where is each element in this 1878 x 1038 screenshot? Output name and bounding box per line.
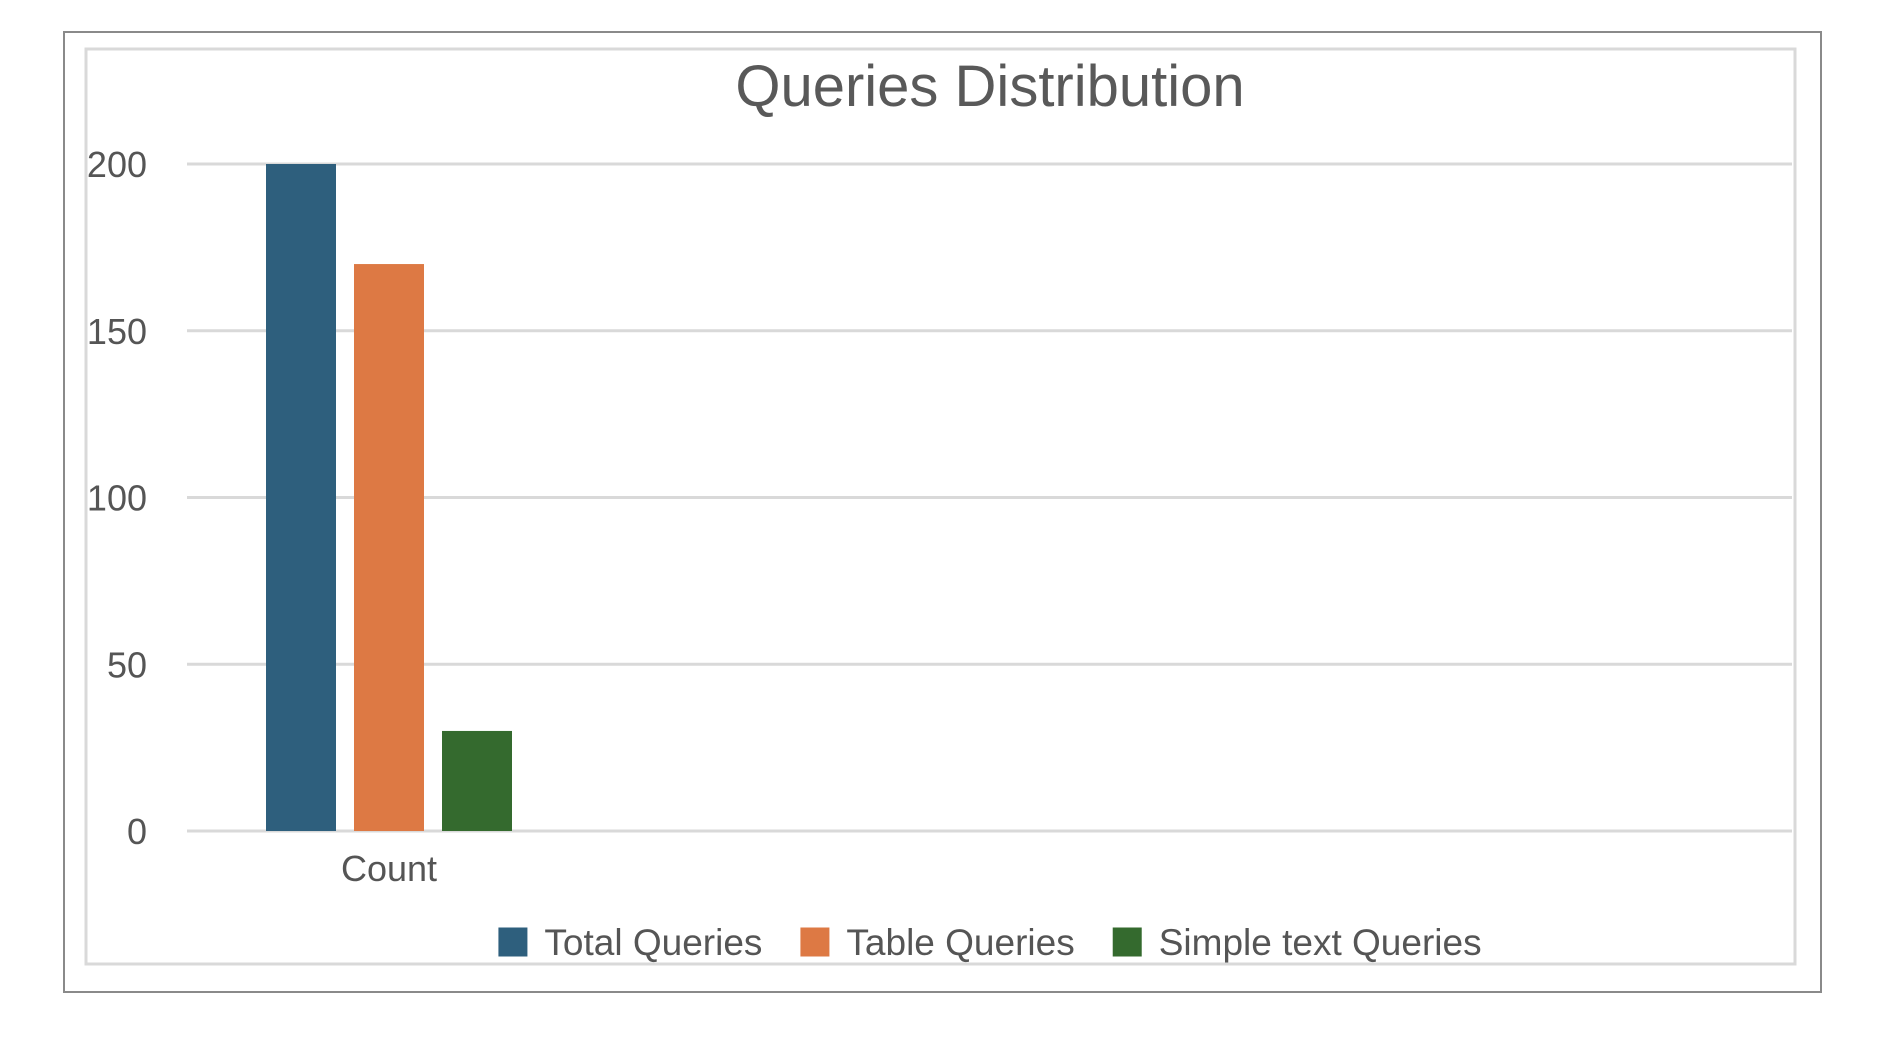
bar-table-queries <box>354 264 424 831</box>
legend-label: Simple text Queries <box>1159 922 1482 963</box>
bar-total-queries <box>266 164 336 831</box>
chart-title: Queries Distribution <box>735 54 1244 119</box>
legend: Total Queries Table Queries Simple text Qu… <box>498 922 1482 963</box>
legend-swatch <box>800 927 830 957</box>
y-tick-label: 0 <box>127 811 147 852</box>
x-tick-label: Count <box>341 848 437 889</box>
y-tick-label: 50 <box>107 644 147 685</box>
legend-label: Total Queries <box>544 922 762 963</box>
legend-swatch <box>1112 927 1142 957</box>
legend-swatch <box>498 927 528 957</box>
legend-label: Table Queries <box>846 922 1074 963</box>
bars <box>266 164 512 831</box>
y-axis-ticks: 0 50 100 150 200 <box>87 144 147 852</box>
bar-simple-text-queries <box>442 730 512 831</box>
y-tick-label: 200 <box>87 144 147 185</box>
chart-area-border <box>84 47 1797 966</box>
y-tick-label: 150 <box>87 311 147 352</box>
y-tick-label: 100 <box>87 478 147 519</box>
x-axis-ticks: Count <box>341 848 437 889</box>
